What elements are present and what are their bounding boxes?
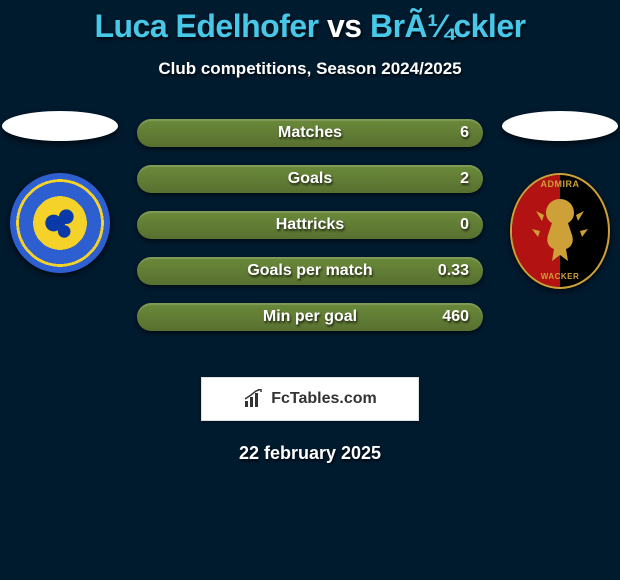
stat-row-mpg: Min per goal 460 xyxy=(137,303,483,331)
crest-bottom-label: WACKER xyxy=(512,272,608,281)
right-player-photo-placeholder xyxy=(502,111,618,141)
stat-value-right: 2 xyxy=(460,170,469,188)
subtitle: Club competitions, Season 2024/2025 xyxy=(0,59,620,79)
player1-name: Luca Edelhofer xyxy=(94,8,318,44)
right-team-crest: ADMIRA WACKER xyxy=(510,173,610,289)
stat-value-right: 460 xyxy=(442,308,469,326)
stat-label: Min per goal xyxy=(263,308,357,326)
football-icon xyxy=(39,202,81,244)
stat-label: Goals xyxy=(288,170,332,188)
stat-row-matches: Matches 6 xyxy=(137,119,483,147)
banner-prefix: Fc xyxy=(271,390,290,407)
player2-name: BrÃ¼ckler xyxy=(370,8,526,44)
right-team-column: ADMIRA WACKER xyxy=(500,111,620,289)
stat-bars: Matches 6 Goals 2 Hattricks 0 Goals per … xyxy=(137,119,483,331)
lion-icon xyxy=(512,175,608,287)
banner-suffix: Tables.com xyxy=(290,390,377,407)
left-player-photo-placeholder xyxy=(2,111,118,141)
stat-value-right: 0 xyxy=(460,216,469,234)
content-area: ADMIRA WACKER Matches 6 Goals 2 Hattrick… xyxy=(0,119,620,349)
stat-label: Goals per match xyxy=(247,262,372,280)
stat-row-hattricks: Hattricks 0 xyxy=(137,211,483,239)
stat-value-right: 0.33 xyxy=(438,262,469,280)
vs-label: vs xyxy=(327,8,362,44)
left-team-column xyxy=(0,111,120,273)
date-label: 22 february 2025 xyxy=(0,443,620,464)
banner-text: FcTables.com xyxy=(271,390,377,408)
stat-label: Matches xyxy=(278,124,342,142)
stat-label: Hattricks xyxy=(276,216,344,234)
stat-row-goals: Goals 2 xyxy=(137,165,483,193)
chart-icon xyxy=(243,389,267,409)
left-team-crest xyxy=(10,173,110,273)
stat-value-right: 6 xyxy=(460,124,469,142)
fctables-banner: FcTables.com xyxy=(201,377,419,421)
comparison-title: Luca Edelhofer vs BrÃ¼ckler xyxy=(0,0,620,45)
stat-row-gpm: Goals per match 0.33 xyxy=(137,257,483,285)
